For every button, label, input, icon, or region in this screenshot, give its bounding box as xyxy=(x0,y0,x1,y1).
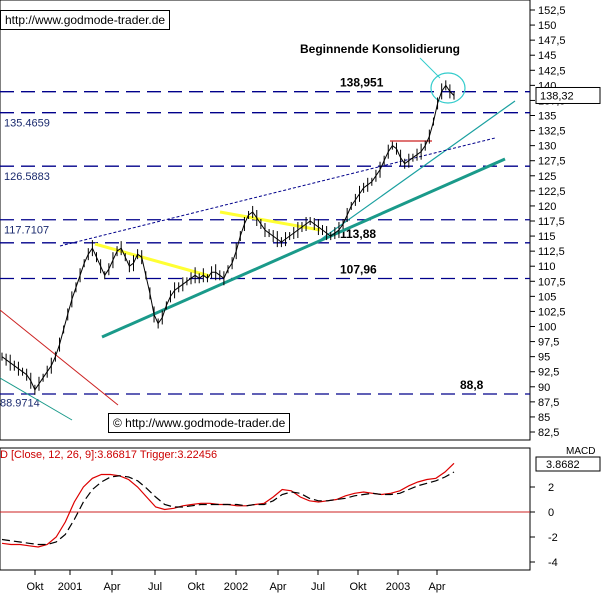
macd-line xyxy=(1,462,455,548)
price-line xyxy=(1,84,455,391)
level-label-left: 135.4659 xyxy=(4,118,50,130)
site-url-bottom: © http://www.godmode-trader.de xyxy=(108,413,291,433)
macd-last-badge xyxy=(535,456,601,472)
macd-y-tick-label: 0 xyxy=(548,507,554,519)
x-tick-label: 2002 xyxy=(224,581,248,593)
y-tick-label: 115 xyxy=(538,231,556,243)
y-tick-label: 135 xyxy=(538,111,556,123)
y-tick-label: 145 xyxy=(538,50,556,62)
last-price-value: 138,32 xyxy=(540,90,574,102)
macd-y-tick-label: -4 xyxy=(548,557,558,569)
level-label-right: 113,88 xyxy=(340,227,376,241)
y-tick-label: 130 xyxy=(538,141,556,153)
y-tick-label: 87,5 xyxy=(538,397,559,409)
y-tick-label: 127,5 xyxy=(538,156,566,168)
y-tick-label: 117,5 xyxy=(538,216,565,228)
level-label-right: 138,951 xyxy=(340,76,384,90)
corner-low-label: 88.9714 xyxy=(0,398,40,410)
main-support-trendline xyxy=(101,157,506,339)
y-tick-label: 142,5 xyxy=(538,65,566,77)
annotation-pointer xyxy=(419,57,441,79)
annotation-circle xyxy=(430,72,466,104)
y-tick-label: 85 xyxy=(538,412,550,424)
y-tick-label: 110 xyxy=(538,261,556,273)
last-price-badge xyxy=(535,86,601,104)
x-tick-label: Apr xyxy=(103,581,120,593)
y-tick-label: 132,5 xyxy=(538,126,566,138)
y-tick-label: 100 xyxy=(538,322,556,334)
x-tick-label: 2001 xyxy=(58,581,82,593)
y-tick-label: 92,5 xyxy=(538,367,559,379)
x-tick-label: 2003 xyxy=(386,581,410,593)
y-tick-label: 112,5 xyxy=(538,246,565,258)
yellow-flag-1 xyxy=(94,242,211,278)
steep-support-trendline xyxy=(319,100,516,241)
level-label-left: 117.7107 xyxy=(4,225,49,237)
price-y-axis: 152,5150147,5145142,5140137,5135132,5130… xyxy=(530,5,601,439)
macd-y-tick-label: 2 xyxy=(548,482,554,494)
macd-corner-label: MACD xyxy=(566,446,595,457)
support-resistance-levels: 138,951 135.4659 126.5883 117.7107 113,88 107… xyxy=(0,42,530,410)
x-tick-label: Jul xyxy=(148,581,162,593)
y-tick-label: 105 xyxy=(538,291,556,303)
y-tick-label: 122,5 xyxy=(538,186,566,198)
y-tick-label: 125 xyxy=(538,171,556,183)
x-tick-label: Apr xyxy=(269,581,286,593)
x-tick-label: Jul xyxy=(311,581,325,593)
y-tick-label: 97,5 xyxy=(538,337,559,349)
trigger-line xyxy=(1,471,455,546)
macd-y-tick-label: -2 xyxy=(548,532,558,544)
x-tick-label: Apr xyxy=(428,581,445,593)
y-tick-label: 95 xyxy=(538,352,550,364)
time-axis: Okt 2001 Apr Jul Okt 2002 Apr Jul Okt 2003 Apr xyxy=(0,569,530,593)
level-label-right: 88,8 xyxy=(460,378,484,392)
y-tick-label: 152,5 xyxy=(538,5,566,17)
trendlines xyxy=(0,100,516,421)
x-tick-label: Okt xyxy=(26,581,43,593)
y-tick-label: 90 xyxy=(538,382,550,394)
y-tick-label: 150 xyxy=(538,20,556,32)
x-tick-label: Okt xyxy=(187,581,204,593)
lower-trendline xyxy=(0,377,73,421)
macd-panel: 2 0 -2 -4 D [Close, 12, 26, 9]:3.86817 Trigg… xyxy=(0,446,601,571)
y-tick-label: 120 xyxy=(538,201,556,213)
x-tick-label: Okt xyxy=(349,581,366,593)
site-url-top: http://www.godmode-trader.de xyxy=(0,10,171,30)
downtrend-line xyxy=(0,309,119,406)
macd-legend: D [Close, 12, 26, 9]:3.86817 Trigger:3.2… xyxy=(0,449,217,461)
y-tick-label: 102,5 xyxy=(538,306,566,318)
yellow-flag-2 xyxy=(219,210,321,232)
level-label-right: 107,96 xyxy=(340,263,377,277)
y-tick-label: 147,5 xyxy=(538,35,566,47)
macd-last-value: 3.8682 xyxy=(546,459,580,471)
y-tick-label: 82,5 xyxy=(538,427,559,439)
annotation-title: Beginnende Konsolidierung xyxy=(300,42,460,56)
price-series xyxy=(1,80,455,395)
y-tick-label: 107,5 xyxy=(538,276,566,288)
level-label-left: 126.5883 xyxy=(4,171,50,183)
